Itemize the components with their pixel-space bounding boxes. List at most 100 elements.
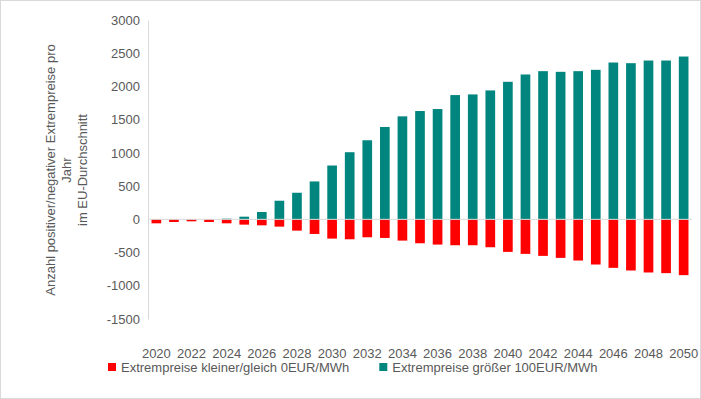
x-axis-line — [149, 319, 693, 320]
legend-item: Extrempreise größer 100EUR/MWh — [379, 360, 597, 375]
legend-label: Extrempreise kleiner/gleich 0EUR/MWh — [121, 360, 349, 375]
bar — [433, 219, 443, 244]
bar — [380, 219, 390, 238]
bar — [152, 219, 162, 223]
bar — [521, 74, 531, 219]
bar — [433, 109, 443, 219]
x-tick: 2020 — [142, 319, 171, 361]
x-tick: 2030 — [318, 319, 347, 361]
x-tick: 2042 — [529, 319, 558, 361]
y-axis-title-line: Anzahl positiver/negativer Extrempreise … — [43, 44, 58, 295]
y-tick: 2500 — [111, 46, 148, 61]
y-tick-label: 3000 — [111, 13, 140, 28]
bar — [485, 219, 495, 247]
y-tick: -500 — [114, 245, 148, 260]
x-tick: 2036 — [423, 319, 452, 361]
y-tick-label: 1500 — [111, 112, 140, 127]
bar — [591, 70, 601, 220]
y-tick-label: 500 — [118, 179, 140, 194]
bar — [222, 219, 232, 223]
x-tick: 2022 — [177, 319, 206, 361]
bar — [573, 71, 583, 219]
y-tick: 0 — [133, 212, 148, 227]
x-tick-label: 2032 — [353, 346, 382, 361]
bar — [310, 181, 320, 219]
x-tick: 2048 — [634, 319, 663, 361]
bar — [257, 219, 267, 225]
bar — [415, 219, 425, 243]
x-tick: 2038 — [458, 319, 487, 361]
bar — [556, 72, 566, 220]
y-tick: 1000 — [111, 146, 148, 161]
bar — [503, 82, 513, 220]
bar — [626, 219, 636, 270]
y-tick-label: -500 — [114, 245, 140, 260]
y-tick: 2000 — [111, 79, 148, 94]
x-tick: 2044 — [564, 319, 593, 361]
bar — [345, 152, 355, 219]
bar — [362, 219, 372, 237]
y-axis: -1500 -1000 -500 0 500 1000 1500 2000 2500 3000 — [107, 13, 149, 327]
x-tick: 2046 — [599, 319, 628, 361]
x-tick: 2050 — [669, 319, 698, 361]
y-axis-line — [148, 21, 149, 320]
legend-item: Extrempreise kleiner/gleich 0EUR/MWh — [108, 360, 349, 375]
bar — [257, 212, 267, 219]
y-tick: 500 — [118, 179, 148, 194]
bars — [152, 57, 689, 276]
bar — [292, 219, 302, 230]
bar — [450, 95, 460, 219]
legend-swatch — [108, 363, 116, 371]
x-tick: 2040 — [493, 319, 522, 361]
y-tick: -1500 — [107, 312, 148, 327]
bar — [275, 201, 285, 220]
y-tick-label: 0 — [133, 212, 140, 227]
bar — [626, 63, 636, 219]
x-tick-label: 2050 — [669, 346, 698, 361]
chart: -1500 -1000 -500 0 500 1000 1500 2000 2500 3000 20… — [0, 0, 701, 399]
x-tick: 2026 — [247, 319, 276, 361]
bar — [292, 193, 302, 220]
bar — [538, 71, 548, 219]
bar — [661, 219, 671, 273]
x-tick-label: 2046 — [599, 346, 628, 361]
bar — [275, 219, 285, 226]
bar — [609, 63, 619, 220]
y-tick-label: 2000 — [111, 79, 140, 94]
bar — [661, 61, 671, 220]
x-tick: 2028 — [283, 319, 312, 361]
bar — [556, 219, 566, 258]
bar — [679, 57, 689, 220]
y-axis-title-line: Jahr — [59, 157, 74, 183]
x-tick-label: 2048 — [634, 346, 663, 361]
bar — [644, 219, 654, 272]
x-axis: 2020202220242026202820302032203420362038… — [142, 319, 698, 361]
y-tick-label: 2500 — [111, 46, 140, 61]
bar — [415, 111, 425, 219]
y-axis-title-line: im EU-Durchschnitt — [75, 114, 90, 226]
bar — [362, 140, 372, 219]
x-tick: 2032 — [353, 319, 382, 361]
bar — [345, 219, 355, 239]
bar — [644, 61, 654, 220]
bar — [609, 219, 619, 268]
legend-swatch — [379, 363, 387, 371]
bar — [591, 219, 601, 264]
bar — [450, 219, 460, 245]
legend: Extrempreise kleiner/gleich 0EUR/MWh Extr… — [108, 360, 597, 375]
bar — [310, 219, 320, 234]
bar — [380, 127, 390, 219]
legend-label: Extrempreise größer 100EUR/MWh — [392, 360, 597, 375]
y-tick: -1000 — [107, 278, 148, 293]
bar — [327, 219, 337, 238]
bar — [538, 219, 548, 256]
bar — [327, 166, 337, 220]
bar — [573, 219, 583, 260]
y-tick-label: 1000 — [111, 146, 140, 161]
chart-frame — [1, 1, 701, 399]
bar — [398, 219, 408, 240]
bar — [485, 90, 495, 219]
y-tick-label: -1000 — [107, 278, 140, 293]
bar — [239, 219, 249, 224]
y-tick: 1500 — [111, 112, 148, 127]
